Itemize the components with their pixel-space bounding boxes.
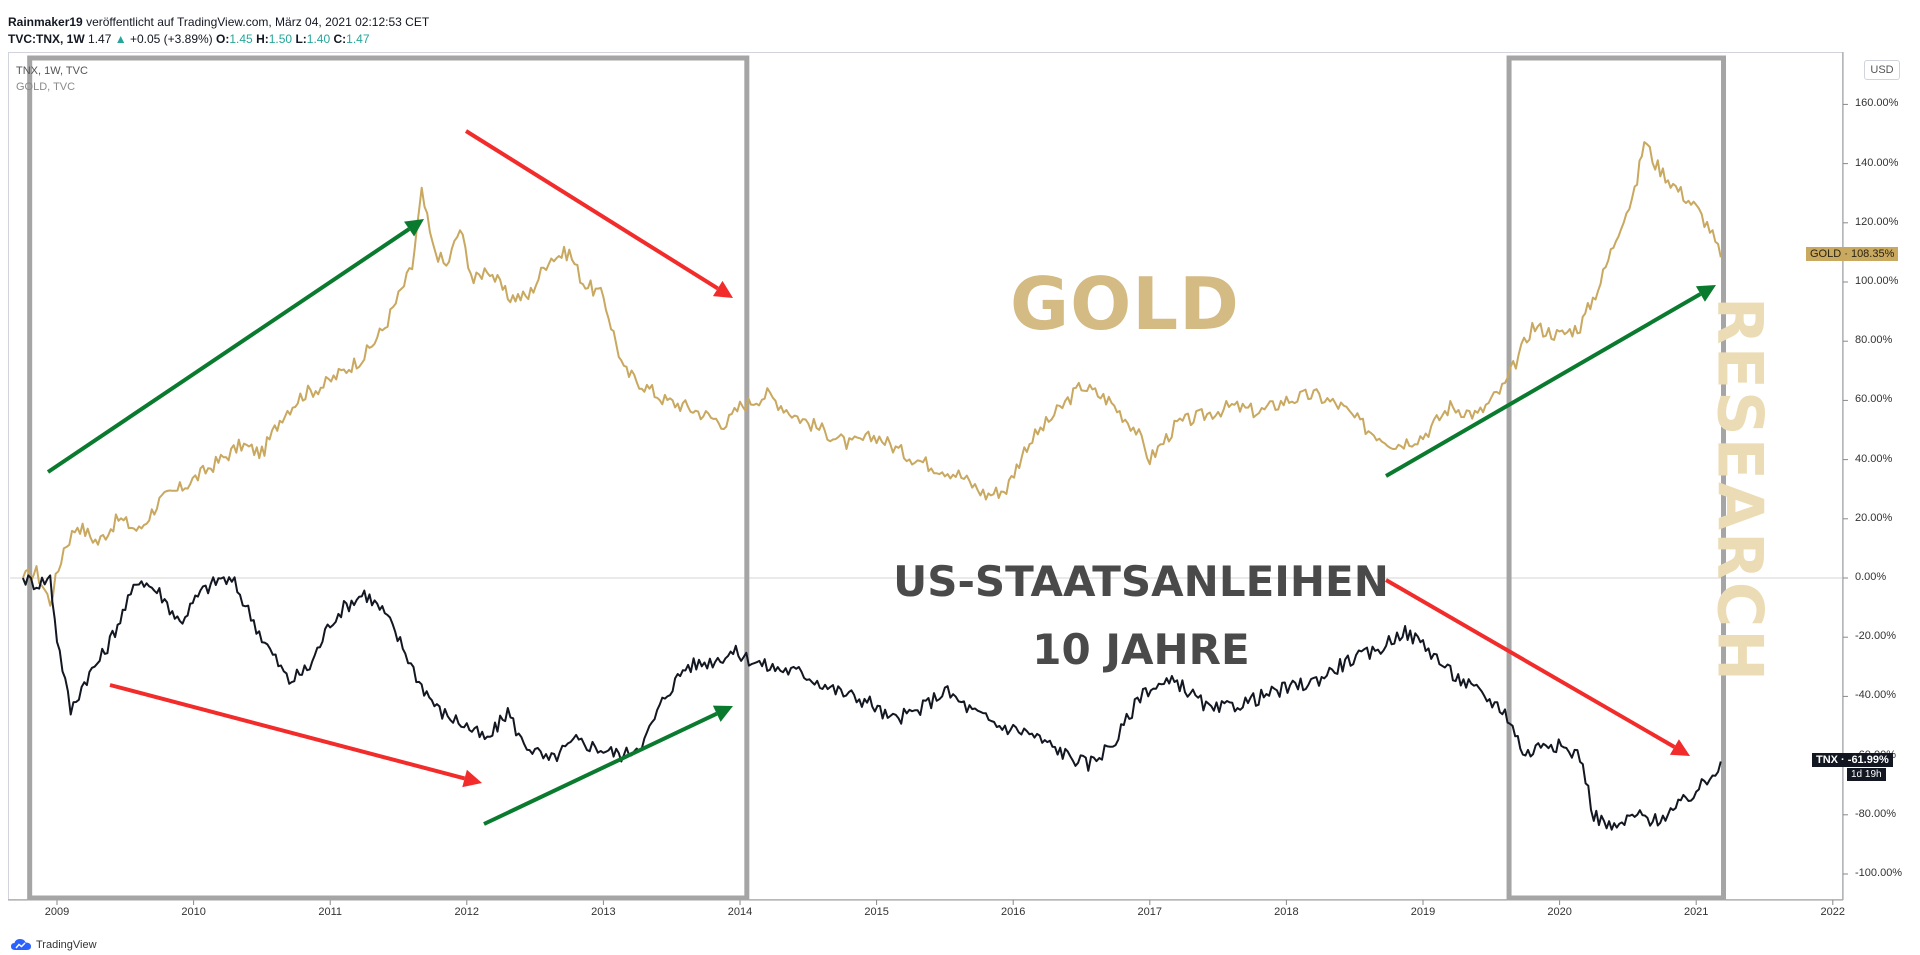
- gold-price-tag: GOLD · 108.35%: [1806, 247, 1899, 261]
- series-legend[interactable]: TNX, 1W, TVC GOLD, TVC: [16, 63, 88, 95]
- gold-overlay-label: GOLD: [1010, 262, 1240, 346]
- highlight-box-1: [27, 55, 750, 901]
- bonds-label-line2: 10 JAHRE: [1032, 625, 1250, 674]
- x-tick-label: 2016: [1000, 906, 1026, 918]
- bonds-uptrend-arrow-2013: [483, 705, 733, 826]
- x-tick-label: 2019: [1410, 906, 1436, 918]
- x-tick-label: 2021: [1683, 906, 1709, 918]
- open-label: O:: [216, 32, 230, 46]
- y-tick-label: -40.00%: [1855, 689, 1896, 702]
- currency-button[interactable]: USD: [1864, 60, 1900, 80]
- x-tick-label: 2011: [318, 906, 343, 918]
- gold-downtrend-arrow-2012: [464, 129, 733, 298]
- gold-uptrend-arrow-2020: [1384, 285, 1716, 478]
- publication-line: Rainmaker19 veröffentlicht auf TradingVi…: [8, 15, 429, 29]
- low-label: L:: [295, 32, 307, 46]
- legend-tnx[interactable]: TNX, 1W, TVC: [16, 65, 88, 77]
- symbol-line: TVC:TNX, 1W 1.47 ▲ +0.05 (+3.89%) O:1.45…: [8, 32, 370, 46]
- x-tick-label: 2009: [44, 906, 70, 918]
- tnx-countdown-tag: 1d 19h: [1847, 768, 1886, 781]
- bonds-overlay-label: US-STAATSANLEIHEN 10 JAHRE: [866, 548, 1416, 684]
- publication-info: veröffentlicht auf TradingView.com, März…: [86, 15, 430, 29]
- y-tick-label: 120.00%: [1855, 215, 1899, 228]
- series-lines: [21, 141, 1722, 831]
- author-name[interactable]: Rainmaker19: [8, 15, 83, 29]
- bonds-downtrend-arrow-2019: [1384, 578, 1690, 756]
- last-price: 1.47: [88, 32, 112, 46]
- open-value: 1.45: [229, 32, 253, 46]
- x-tick-label: 2010: [181, 906, 206, 918]
- low-value: 1.40: [306, 32, 331, 46]
- tradingview-cloud-icon: [11, 939, 31, 950]
- close-value: 1.47: [346, 32, 370, 46]
- highlight-boxes: [27, 55, 1727, 901]
- y-tick-label: 60.00%: [1855, 393, 1893, 406]
- series-line-gold: [21, 141, 1722, 607]
- bonds-label-line1: US-STAATSANLEIHEN: [893, 557, 1389, 606]
- y-tick-label: -100.00%: [1855, 867, 1903, 879]
- x-tick-label: 2017: [1137, 906, 1163, 918]
- y-tick-label: 160.00%: [1855, 97, 1899, 110]
- y-tick-label: 20.00%: [1855, 511, 1893, 524]
- y-tick-label: 40.00%: [1855, 452, 1893, 465]
- footer[interactable]: TradingView: [10, 938, 97, 952]
- y-tick-label: 0.00%: [1855, 571, 1887, 583]
- x-tick-label: 2022: [1820, 906, 1846, 918]
- y-tick-label: 140.00%: [1855, 156, 1899, 169]
- y-tick-label: -80.00%: [1855, 807, 1896, 820]
- bonds-downtrend-arrow-2010: [109, 683, 482, 788]
- x-tick-label: 2014: [727, 906, 753, 918]
- y-tick-label: 80.00%: [1855, 334, 1893, 347]
- series-line-tnx: [21, 574, 1722, 831]
- y-tick-label: -20.00%: [1855, 630, 1896, 643]
- x-tick-label: 2018: [1274, 906, 1299, 918]
- symbol-name: TVC:TNX, 1W: [8, 32, 85, 46]
- footer-brand[interactable]: TradingView: [36, 939, 97, 951]
- legend-gold[interactable]: GOLD, TVC: [16, 81, 76, 93]
- gold-uptrend-arrow-2009: [46, 219, 424, 474]
- research-watermark: RESEARCH: [1703, 296, 1777, 684]
- close-label: C:: [333, 32, 347, 46]
- grid-lines: [8, 52, 1848, 905]
- tnx-price-tag: TNX · -61.99%: [1812, 753, 1893, 767]
- high-label: H:: [256, 32, 269, 46]
- x-tick-label: 2013: [591, 906, 616, 918]
- high-value: 1.50: [268, 32, 293, 46]
- up-arrow-icon: ▲: [114, 32, 127, 46]
- highlight-box-2: [1506, 55, 1727, 901]
- x-tick-label: 2020: [1547, 906, 1572, 918]
- price-change: +0.05 (+3.89%): [129, 32, 213, 46]
- x-tick-label: 2015: [864, 906, 889, 918]
- x-tick-label: 2012: [454, 906, 480, 918]
- y-tick-label: 100.00%: [1855, 275, 1899, 287]
- trend-arrows: [46, 129, 1716, 826]
